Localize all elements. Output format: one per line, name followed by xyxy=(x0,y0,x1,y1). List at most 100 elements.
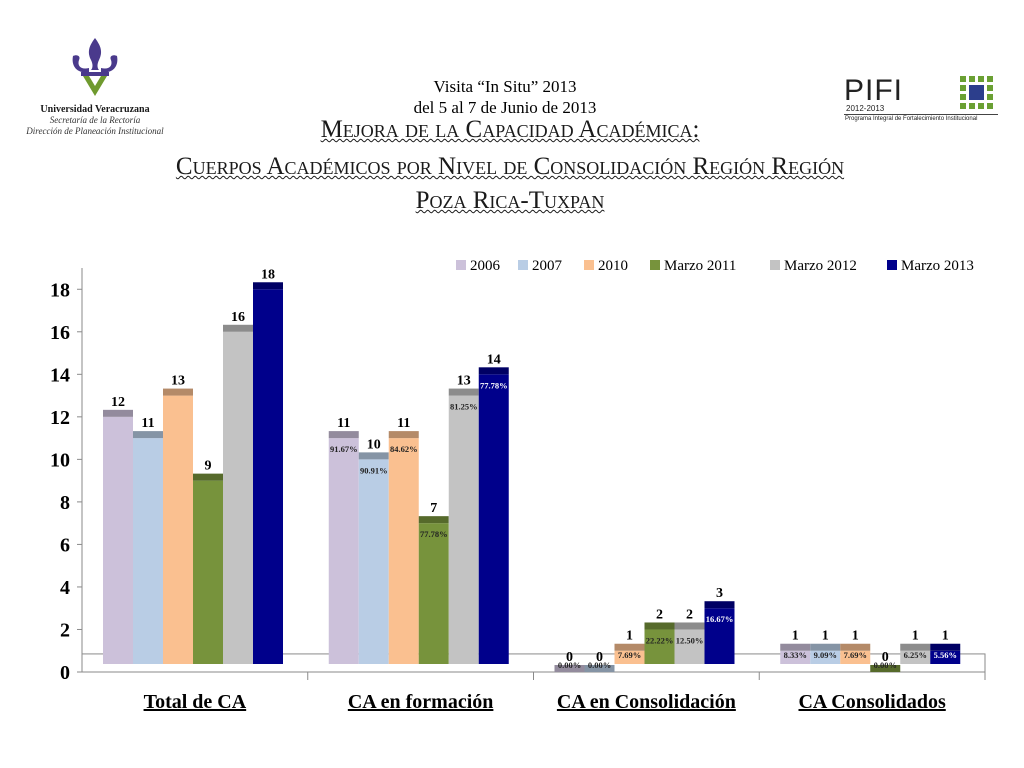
bar-top xyxy=(674,622,705,630)
y-tick-label: 18 xyxy=(50,279,70,301)
bar xyxy=(388,438,419,664)
bar-top xyxy=(870,665,901,672)
bar-top xyxy=(223,324,253,332)
bar-percent-label: 16.67% xyxy=(706,614,734,624)
bar xyxy=(614,650,645,664)
bar-value-label: 0 xyxy=(596,650,603,665)
bar-percent-label: 0.00% xyxy=(588,660,611,670)
bar-percent-label: 12.50% xyxy=(676,635,704,645)
bar xyxy=(223,331,253,664)
legend-swatch xyxy=(770,260,780,270)
bar-top xyxy=(103,409,133,417)
secretaria-label: Secretaría de la Rectoría xyxy=(49,115,141,125)
bar-percent-label: 91.67% xyxy=(330,444,358,454)
x-category-label: Total de CA xyxy=(144,691,247,713)
y-tick-label: 12 xyxy=(50,407,70,429)
bar-percent-label: 5.56% xyxy=(934,650,957,660)
pifi-grid-icon xyxy=(960,76,993,109)
bar xyxy=(704,608,735,664)
bar xyxy=(133,438,163,664)
bar-top xyxy=(253,282,283,290)
bar xyxy=(840,650,871,664)
visit-info: Visita “In Situ” 2013 del 5 al 7 de Juni… xyxy=(360,76,650,118)
bar xyxy=(103,416,133,664)
bar-top xyxy=(554,665,585,672)
slide-title-line-1: Mejora de la Capacidad Académica: xyxy=(320,116,700,143)
y-tick-label: 0 xyxy=(60,662,70,684)
bar-top xyxy=(584,665,615,672)
bar xyxy=(900,650,931,664)
bar-value-label: 1 xyxy=(852,629,859,644)
bar-percent-label: 84.62% xyxy=(390,444,418,454)
bar-top xyxy=(644,622,675,630)
x-category-label: CA en Consolidación xyxy=(557,691,736,713)
bar xyxy=(358,459,389,664)
bar-percent-label: 8.33% xyxy=(784,650,807,660)
bar-top xyxy=(388,431,419,439)
bar-percent-label: 77.78% xyxy=(420,529,448,539)
bar-top xyxy=(133,431,163,439)
bar-top xyxy=(614,643,645,651)
bar-top xyxy=(704,601,735,609)
legend-swatch xyxy=(887,260,897,270)
bar-value-label: 0 xyxy=(882,650,889,665)
bar-top xyxy=(478,367,509,375)
bar-percent-label: 6.25% xyxy=(904,650,927,660)
university-name: Universidad Veracruzana xyxy=(40,104,150,115)
bar xyxy=(418,523,449,664)
bar-value-label: 13 xyxy=(457,374,471,389)
legend-label: Marzo 2012 xyxy=(784,258,857,274)
bar-value-label: 1 xyxy=(626,629,633,644)
bar-value-label: 16 xyxy=(231,310,245,325)
pifi-word: PIFI xyxy=(844,74,904,107)
y-tick-label: 2 xyxy=(60,619,70,641)
legend-label: 2007 xyxy=(532,258,563,274)
bar-percent-label: 7.69% xyxy=(844,650,867,660)
bar-top xyxy=(900,643,931,651)
legend-label: Marzo 2013 xyxy=(901,258,974,274)
bar-top xyxy=(358,452,389,460)
bar-value-label: 14 xyxy=(487,352,501,367)
bar-value-label: 0 xyxy=(566,650,573,665)
bar-top xyxy=(193,473,223,481)
bar-value-label: 10 xyxy=(367,437,381,452)
bar-value-label: 7 xyxy=(430,501,437,516)
bar xyxy=(163,395,193,664)
y-tick-label: 14 xyxy=(50,364,70,386)
bar-value-label: 11 xyxy=(337,416,350,431)
pifi-divider xyxy=(844,114,998,115)
legend-swatch xyxy=(650,260,660,270)
bar-top xyxy=(810,643,841,651)
bar-value-label: 2 xyxy=(656,607,663,622)
bar-percent-label: 0.00% xyxy=(558,660,581,670)
bar xyxy=(448,395,479,664)
pifi-logo: PIFI 2012-2013 Programa Integral de Fort… xyxy=(842,76,1002,126)
slide-title-line-3: Poza Rica-Tuxpan xyxy=(415,187,605,214)
y-tick-label: 8 xyxy=(60,492,70,514)
x-category-label: CA Consolidados xyxy=(798,691,945,713)
bar-top xyxy=(930,643,961,651)
bar-value-label: 1 xyxy=(912,629,919,644)
bar-percent-label: 77.78% xyxy=(480,380,508,390)
bar xyxy=(810,650,841,664)
pifi-description: Programa Integral de Fortalecimiento Ins… xyxy=(845,116,978,122)
bar-top xyxy=(163,388,193,396)
bar xyxy=(644,629,675,664)
bar xyxy=(780,650,811,664)
x-category-label: CA en formación xyxy=(348,691,494,713)
bar xyxy=(193,480,223,664)
y-tick-label: 4 xyxy=(60,577,70,599)
bar-value-label: 12 xyxy=(111,395,125,410)
bar-top xyxy=(328,431,359,439)
pifi-years: 2012-2013 xyxy=(846,104,885,113)
bar-top xyxy=(448,388,479,396)
bar-top xyxy=(418,516,449,524)
y-tick-label: 10 xyxy=(50,449,70,471)
legend-label: 2006 xyxy=(470,258,501,274)
bar xyxy=(478,374,509,664)
bar xyxy=(253,289,283,664)
bar-value-label: 3 xyxy=(716,586,723,601)
bar-value-label: 18 xyxy=(261,267,275,282)
bar xyxy=(674,629,705,664)
